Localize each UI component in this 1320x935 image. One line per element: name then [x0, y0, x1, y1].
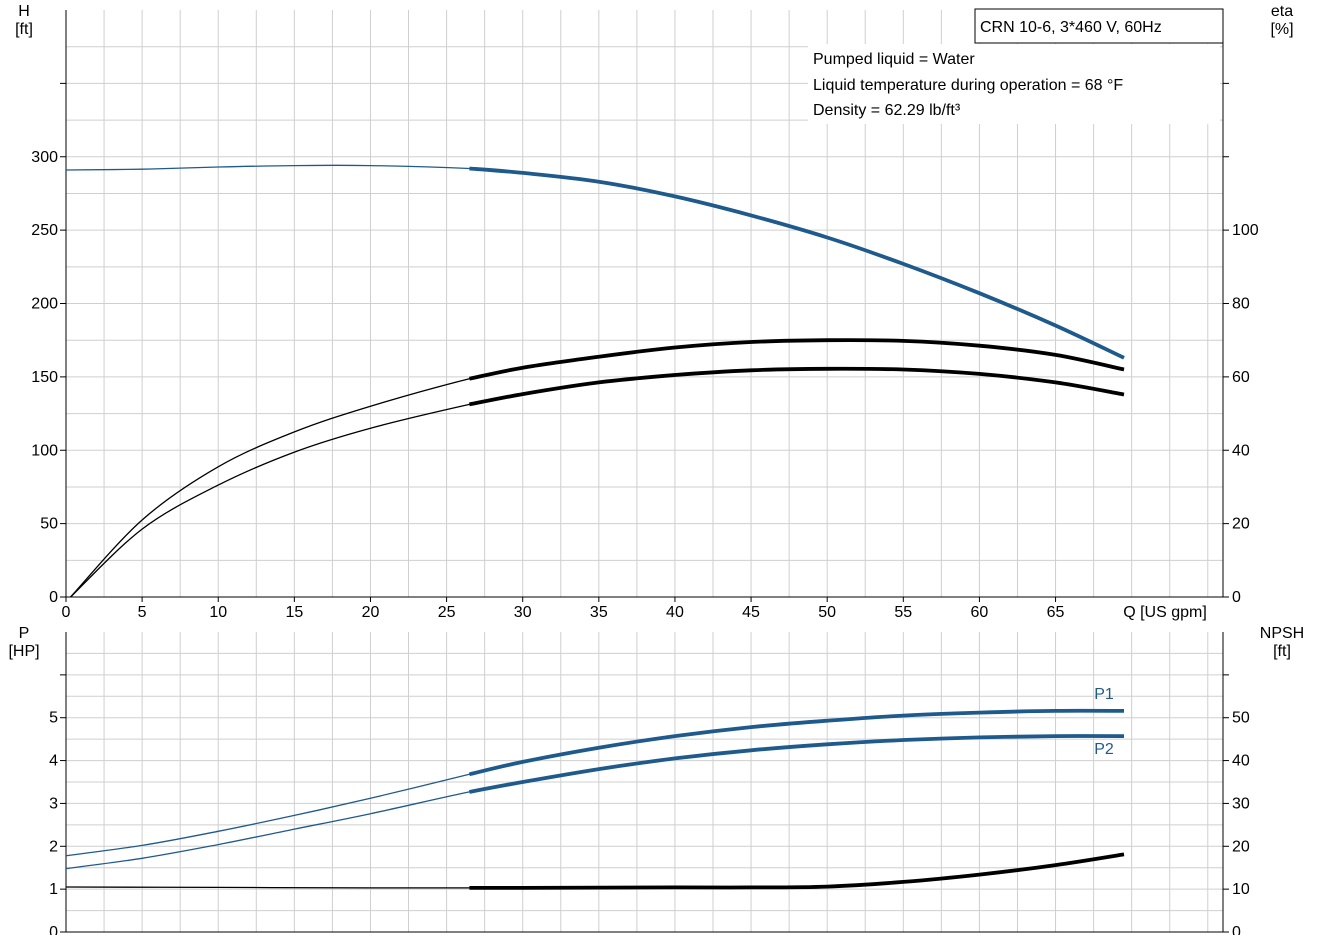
y-left-axis-title: H — [18, 3, 30, 20]
y-right-tick-label: 0 — [1232, 589, 1241, 606]
x-tick-label: 45 — [742, 604, 760, 621]
curve-1-line — [65, 164, 1125, 359]
y-right-tick-label: 30 — [1232, 795, 1250, 812]
y-right-tick-label: 80 — [1232, 296, 1250, 313]
x-tick-label: 65 — [1047, 604, 1065, 621]
y-left-tick-label: 4 — [49, 753, 58, 770]
p1-label: P1 — [1094, 686, 1114, 703]
y-left-tick-label: 150 — [31, 369, 58, 386]
x-tick-label: 35 — [590, 604, 608, 621]
x-tick-label: 20 — [362, 604, 380, 621]
y-left-tick-label: 5 — [49, 710, 58, 727]
info-line-temperature: Liquid temperature during operation = 68… — [813, 77, 1123, 94]
x-tick-label: 15 — [285, 604, 303, 621]
y-left-axis-title: P — [19, 625, 30, 642]
p2-operating-range — [469, 734, 1125, 794]
x-tick-label: 5 — [138, 604, 147, 621]
y-left-tick-label: 2 — [49, 838, 58, 855]
info-line-liquid: Pumped liquid = Water — [813, 51, 975, 68]
y-right-tick-label: 20 — [1232, 516, 1250, 533]
y-right-axis-title: NPSH — [1260, 625, 1304, 642]
p1-line — [65, 710, 1125, 857]
y-left-tick-label: 200 — [31, 296, 58, 313]
y-left-axis-unit: [ft] — [15, 21, 33, 38]
y-left-tick-label: 0 — [49, 589, 58, 606]
y-right-axis-title: eta — [1271, 3, 1293, 20]
y-left-tick-label: 250 — [31, 222, 58, 239]
y-right-tick-label: 50 — [1232, 710, 1250, 727]
x-tick-label: 40 — [666, 604, 684, 621]
curve-3-line — [65, 853, 1125, 889]
curve-3-operating-range — [469, 852, 1125, 890]
curve-2-operating-range — [469, 338, 1125, 381]
title-box — [974, 8, 1224, 44]
y-right-axis-unit: [%] — [1270, 21, 1293, 38]
y-right-tick-label: 60 — [1232, 369, 1250, 386]
curve-2-line — [70, 339, 1125, 598]
info-line-density: Density = 62.29 lb/ft³ — [813, 102, 961, 119]
x-tick-label: 0 — [62, 604, 71, 621]
curve-1-operating-range — [469, 166, 1125, 360]
chart-title: CRN 10-6, 3*460 V, 60Hz — [980, 19, 1162, 36]
y-right-tick-label: 40 — [1232, 753, 1250, 770]
head-efficiency-panel: 050100150200250300020406080100H[ft]eta[%… — [15, 3, 1293, 621]
curve-3-line — [70, 368, 1125, 598]
p2-line — [65, 735, 1125, 870]
p2-label: P2 — [1094, 741, 1114, 758]
y-left-tick-label: 300 — [31, 149, 58, 166]
y-right-tick-label: 20 — [1232, 838, 1250, 855]
y-right-tick-label: 10 — [1232, 881, 1250, 898]
y-left-tick-label: 0 — [49, 924, 58, 935]
y-left-tick-label: 3 — [49, 795, 58, 812]
x-tick-label: 30 — [514, 604, 532, 621]
y-right-tick-label: 0 — [1232, 924, 1241, 935]
y-left-tick-label: 50 — [40, 516, 58, 533]
y-left-tick-label: 1 — [49, 881, 58, 898]
x-axis-title: Q [US gpm] — [1123, 604, 1207, 621]
p1-operating-range — [468, 708, 1125, 777]
y-left-tick-label: 100 — [31, 442, 58, 459]
y-right-axis-unit: [ft] — [1273, 643, 1291, 660]
curve-3-operating-range — [469, 366, 1125, 407]
x-tick-label: 55 — [894, 604, 912, 621]
x-tick-label: 25 — [438, 604, 456, 621]
y-left-axis-unit: [HP] — [8, 643, 39, 660]
x-tick-label: 50 — [818, 604, 836, 621]
fluid-info: Pumped liquid = Water Liquid temperature… — [808, 44, 1220, 124]
y-right-tick-label: 40 — [1232, 442, 1250, 459]
x-tick-label: 60 — [971, 604, 989, 621]
x-tick-label: 10 — [209, 604, 227, 621]
y-right-tick-label: 100 — [1232, 222, 1259, 239]
